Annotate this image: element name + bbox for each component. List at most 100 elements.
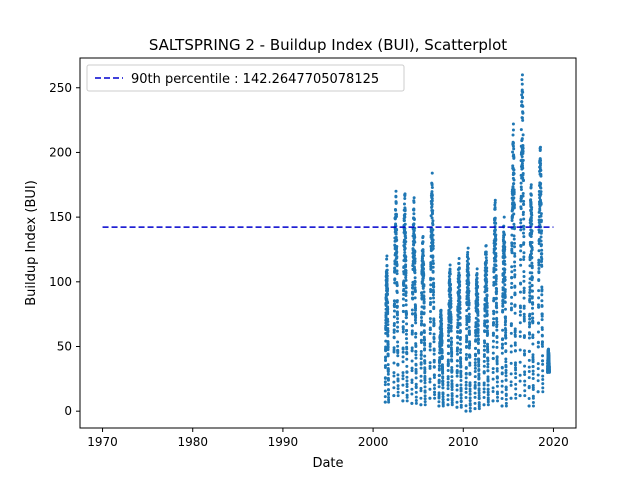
data-point: [539, 159, 543, 163]
data-point: [383, 380, 387, 384]
data-point: [449, 340, 453, 344]
data-point: [438, 356, 442, 360]
data-point: [504, 331, 508, 335]
data-point: [410, 369, 414, 373]
data-point: [512, 234, 516, 238]
data-point: [430, 185, 434, 189]
data-point: [493, 203, 497, 207]
data-point: [458, 303, 462, 307]
data-point: [531, 321, 535, 325]
data-point: [500, 371, 504, 375]
data-point: [496, 399, 500, 403]
data-point: [458, 283, 462, 287]
data-point: [500, 379, 504, 383]
data-point: [504, 386, 508, 390]
data-point: [392, 386, 396, 390]
data-point: [473, 375, 477, 379]
data-point: [432, 281, 436, 285]
data-point: [458, 311, 462, 315]
data-point: [494, 277, 498, 281]
data-point: [441, 369, 445, 373]
data-point: [423, 361, 427, 365]
data-point: [527, 376, 531, 380]
data-point: [401, 304, 405, 308]
data-point: [386, 310, 390, 314]
data-point: [440, 322, 444, 326]
data-point: [510, 247, 514, 251]
x-tick-label: 2000: [358, 435, 389, 449]
data-point: [433, 396, 437, 400]
data-point: [512, 202, 516, 206]
data-point: [431, 293, 435, 297]
data-point: [465, 314, 469, 318]
data-point: [504, 328, 508, 332]
data-point: [466, 287, 470, 290]
data-point: [396, 320, 400, 324]
data-point: [431, 277, 435, 281]
data-point: [413, 257, 417, 261]
y-tick-label: 0: [64, 404, 72, 418]
data-point: [459, 379, 463, 383]
data-point: [536, 379, 540, 383]
data-point: [528, 288, 532, 292]
data-point: [537, 278, 541, 282]
data-point: [468, 406, 472, 410]
data-point: [467, 346, 471, 350]
data-point: [495, 380, 499, 384]
data-point: [482, 403, 486, 407]
data-point: [540, 304, 544, 308]
data-point: [432, 373, 436, 377]
data-point: [494, 296, 498, 300]
data-point: [386, 352, 390, 356]
data-point: [473, 380, 477, 384]
data-point: [486, 358, 490, 362]
data-point: [467, 273, 471, 277]
data-point: [536, 330, 540, 334]
data-point: [513, 361, 517, 365]
data-point: [441, 376, 445, 380]
data-point: [401, 371, 405, 375]
data-point: [401, 391, 405, 395]
data-point: [392, 330, 396, 334]
data-point: [523, 389, 527, 393]
data-point: [464, 353, 468, 356]
data-point: [441, 386, 445, 390]
data-point: [392, 348, 396, 352]
data-point: [410, 346, 414, 350]
data-point: [530, 222, 534, 226]
data-point: [537, 249, 541, 253]
data-point: [513, 311, 517, 315]
data-point: [521, 178, 525, 182]
data-point: [432, 296, 436, 300]
data-point: [447, 323, 451, 327]
data-point: [540, 334, 544, 338]
data-point: [404, 291, 408, 295]
data-point: [468, 387, 472, 391]
data-point: [522, 279, 526, 283]
data-point: [509, 344, 513, 348]
data-point: [523, 383, 527, 387]
data-point: [432, 376, 436, 380]
data-point: [459, 393, 463, 396]
data-point: [513, 343, 517, 347]
data-point: [405, 347, 409, 351]
data-point: [467, 289, 471, 293]
data-point: [395, 255, 399, 259]
legend-label: 90th percentile : 142.2647705078125: [131, 72, 379, 87]
data-point: [485, 320, 489, 324]
data-point: [422, 263, 426, 267]
data-point: [450, 375, 454, 379]
data-point: [395, 310, 399, 314]
data-point: [414, 363, 418, 367]
data-point: [504, 374, 508, 378]
data-point: [512, 168, 516, 172]
data-point: [513, 264, 517, 268]
data-point: [432, 337, 436, 341]
data-point: [494, 252, 498, 256]
data-point: [503, 270, 507, 274]
data-point: [503, 278, 507, 282]
data-point: [450, 398, 454, 402]
data-point: [537, 296, 541, 300]
data-point: [503, 290, 507, 294]
data-point: [503, 247, 507, 251]
